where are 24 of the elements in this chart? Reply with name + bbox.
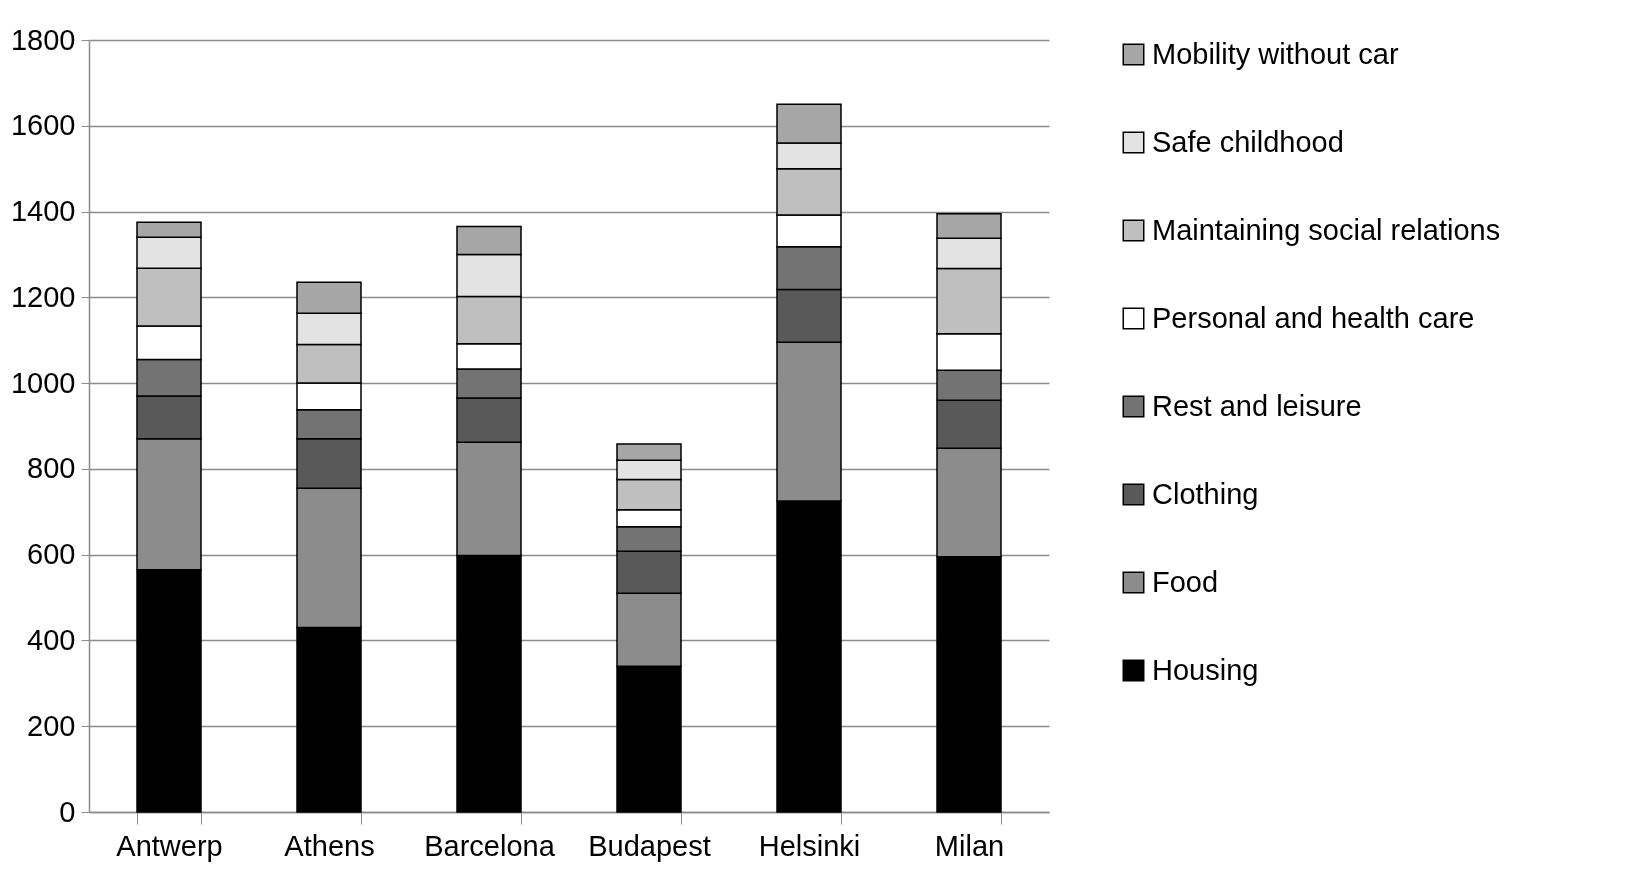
y-tick-label: 1200 [10,280,76,313]
y-tick-label: 0 [59,795,76,828]
x-tick-label: Athens [284,829,375,862]
y-tick-label: 1000 [10,366,76,399]
y-tick-label: 1600 [10,109,76,142]
legend-label: Housing [1152,653,1259,686]
legend-label: Clothing [1152,477,1259,510]
legend-label: Food [1152,565,1219,598]
y-tick-label: 1400 [10,195,76,228]
y-tick-label: 1800 [10,23,76,56]
x-tick-label: Antwerp [116,829,223,862]
legend-label: Safe childhood [1152,125,1344,158]
legend-label: Mobility without car [1152,37,1399,70]
y-tick-label: 200 [27,709,76,742]
y-tick-label: 600 [27,538,76,571]
legend-label: Maintaining social relations [1152,213,1501,246]
y-tick-label: 400 [27,623,76,656]
legend-label: Personal and health care [1152,301,1475,334]
legend-label: Rest and leisure [1152,389,1362,422]
x-tick-label: Barcelona [424,829,556,862]
x-tick-label: Helsinki [758,829,861,862]
x-tick-label: Budapest [588,829,711,862]
x-tick-label: Milan [934,829,1005,862]
y-tick-label: 800 [27,452,76,485]
